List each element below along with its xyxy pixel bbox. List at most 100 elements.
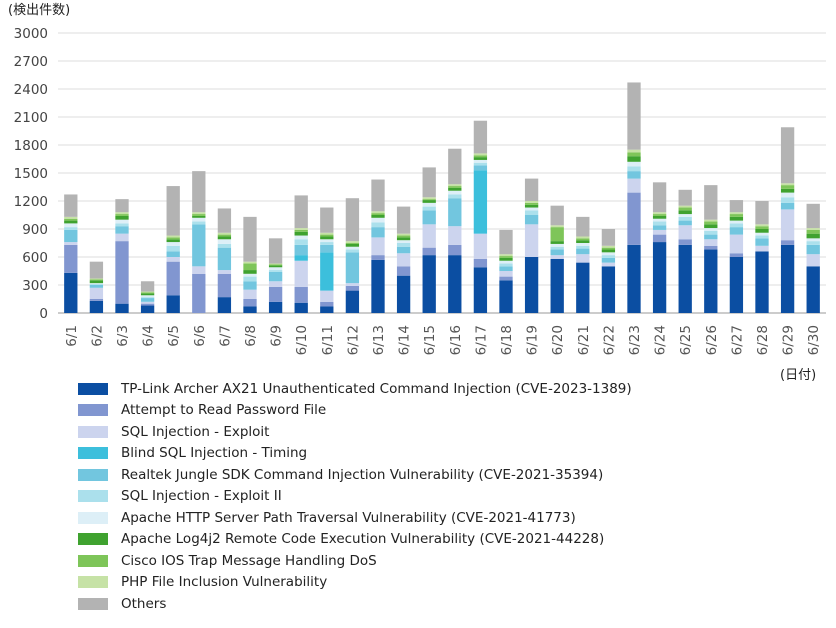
- bar-segment: [320, 244, 334, 253]
- bar-segment: [780, 183, 795, 186]
- bar-segment: [89, 261, 104, 279]
- legend-swatch: [78, 554, 108, 567]
- bar-segment: [140, 303, 155, 306]
- bar-segment: [524, 257, 539, 313]
- bar-segment: [166, 245, 180, 252]
- bar-segment: [320, 290, 334, 302]
- bar-segment: [396, 240, 411, 243]
- bar-segment: [806, 241, 820, 245]
- bar-segment: [473, 165, 488, 171]
- bar-segment: [166, 261, 180, 296]
- bar-segment: [396, 206, 411, 234]
- bar-segment: [601, 247, 616, 250]
- legend-label: Apache Log4j2 Remote Code Execution Vuln…: [121, 531, 605, 548]
- y-tick-label: 0: [39, 306, 48, 322]
- bar-segment: [320, 242, 334, 245]
- bar-segment: [652, 242, 667, 313]
- bar-segment: [64, 223, 78, 228]
- bar-segment: [371, 227, 385, 238]
- bar-segment: [499, 257, 513, 261]
- y-tick-label: 2700: [14, 54, 48, 70]
- bar-segment: [294, 195, 308, 229]
- bar-segment: [576, 240, 590, 243]
- bar-segment: [806, 203, 820, 229]
- x-tick-label: 6/10: [294, 325, 310, 355]
- bar-segment: [268, 271, 283, 282]
- legend-swatch: [78, 597, 108, 610]
- bar-segment: [422, 199, 436, 201]
- legend-swatch: [78, 576, 108, 589]
- bar-segment: [371, 213, 385, 215]
- bar-segment: [140, 298, 155, 302]
- bar-segment: [64, 216, 78, 219]
- bar-segment: [89, 287, 104, 299]
- bar-segment: [422, 200, 436, 203]
- bar-segment: [780, 192, 795, 198]
- bar-segment: [396, 253, 411, 267]
- bar-segment: [243, 216, 257, 262]
- bar-segment: [268, 281, 283, 287]
- bar-segment: [729, 214, 744, 217]
- bar-segment: [473, 258, 488, 268]
- chart-legend: TP-Link Archer AX21 Unauthenticated Comm…: [78, 378, 632, 615]
- bar-segment: [371, 222, 385, 228]
- legend-swatch: [78, 511, 108, 524]
- bar-segment: [268, 286, 283, 302]
- bar-segment: [192, 214, 206, 216]
- bar-segment: [294, 235, 308, 240]
- bar-segment: [64, 227, 78, 230]
- bar-segment: [396, 235, 411, 238]
- bar-segment: [320, 252, 334, 291]
- bar-segment: [652, 234, 667, 243]
- bar-segment: [448, 226, 462, 245]
- bar-segment: [115, 199, 129, 213]
- bar-segment: [345, 241, 360, 243]
- bar-segment: [89, 280, 104, 284]
- bar-segment: [704, 224, 718, 229]
- y-tick-label: 2100: [14, 110, 48, 126]
- bar-segment: [320, 301, 334, 307]
- bar-segment: [217, 239, 232, 244]
- bar-segment: [601, 257, 616, 263]
- y-tick-label: 3000: [14, 26, 48, 42]
- bar-segment: [320, 234, 334, 237]
- bar-segment: [755, 235, 769, 239]
- bar-segment: [243, 273, 257, 277]
- bar-segment: [499, 280, 513, 313]
- legend-label: PHP File Inclusion Vulnerability: [121, 574, 328, 591]
- x-tick-label: 6/11: [320, 325, 336, 355]
- bar-segment: [115, 215, 129, 220]
- bar-segment: [729, 227, 744, 235]
- bar-segment: [140, 295, 155, 298]
- bar-segment: [294, 286, 308, 303]
- bar-segment: [499, 271, 513, 277]
- bar-segment: [729, 253, 744, 257]
- bar-segment: [243, 306, 257, 313]
- bar-segment: [550, 258, 564, 313]
- bar-segment: [524, 210, 539, 215]
- legend-label: Others: [121, 595, 167, 612]
- bar-segment: [755, 229, 769, 233]
- legend-label: Realtek Jungle SDK Command Injection Vul…: [121, 466, 604, 483]
- bar-segment: [652, 225, 667, 230]
- bar-segment: [524, 201, 539, 203]
- bar-segment: [140, 301, 155, 304]
- bar-segment: [320, 207, 334, 233]
- x-tick-label: 6/13: [371, 325, 387, 355]
- x-tick-label: 6/19: [525, 325, 541, 355]
- bar-segment: [243, 270, 257, 274]
- bar-segment: [704, 245, 718, 250]
- y-tick-label: 2400: [14, 82, 48, 98]
- bar-segment: [729, 212, 744, 215]
- bar-segment: [678, 189, 692, 206]
- bar-segment: [243, 276, 257, 282]
- bar-segment: [448, 148, 462, 185]
- bar-segment: [140, 297, 155, 299]
- bar-segment: [806, 229, 820, 234]
- bar-segment: [652, 212, 667, 215]
- x-tick-label: 6/16: [448, 325, 464, 355]
- bar-segment: [652, 229, 667, 235]
- bar-segment: [576, 236, 590, 239]
- bar-segment: [64, 229, 78, 243]
- bar-segment: [448, 244, 462, 256]
